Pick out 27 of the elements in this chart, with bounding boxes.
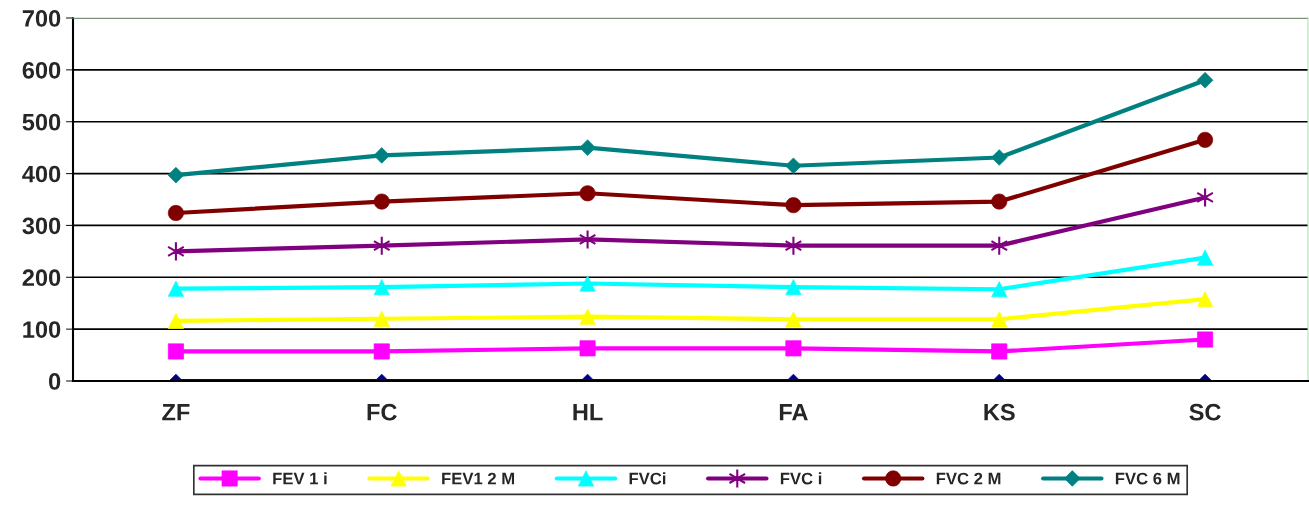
point	[785, 157, 802, 174]
point	[373, 147, 390, 164]
y-tick-label: 700	[22, 10, 61, 27]
x-tick-label: ZF	[162, 404, 190, 421]
x-tick-label: KS	[984, 403, 1015, 421]
y-tick-label: 200	[22, 269, 61, 287]
y-tick-label: 400	[22, 165, 61, 183]
x-tick-label: SC	[1189, 403, 1221, 421]
y-tick-label: 300	[22, 217, 61, 235]
legend-label: FVC 2 M	[936, 472, 1001, 485]
legend-label: FVC 6 M	[1115, 472, 1180, 485]
x-tick-label: FA	[779, 404, 808, 421]
point	[167, 343, 184, 360]
x-tick-label: HL	[573, 404, 603, 421]
legend-label: FEV1 2 M	[442, 472, 515, 485]
point	[991, 281, 1008, 298]
y-tick-label: 100	[23, 321, 61, 338]
point	[785, 311, 802, 328]
x-tick-label: FC	[367, 403, 397, 421]
y-tick-label: 600	[22, 61, 61, 79]
legend-label: FVCi	[629, 472, 666, 485]
point	[991, 311, 1008, 328]
y-tick-label: 500	[22, 113, 61, 131]
legend-label: FVC i	[780, 472, 822, 485]
legend-label: FEV 1 i	[273, 472, 327, 485]
y-tick-label: 0	[49, 373, 61, 390]
point	[1197, 291, 1214, 308]
